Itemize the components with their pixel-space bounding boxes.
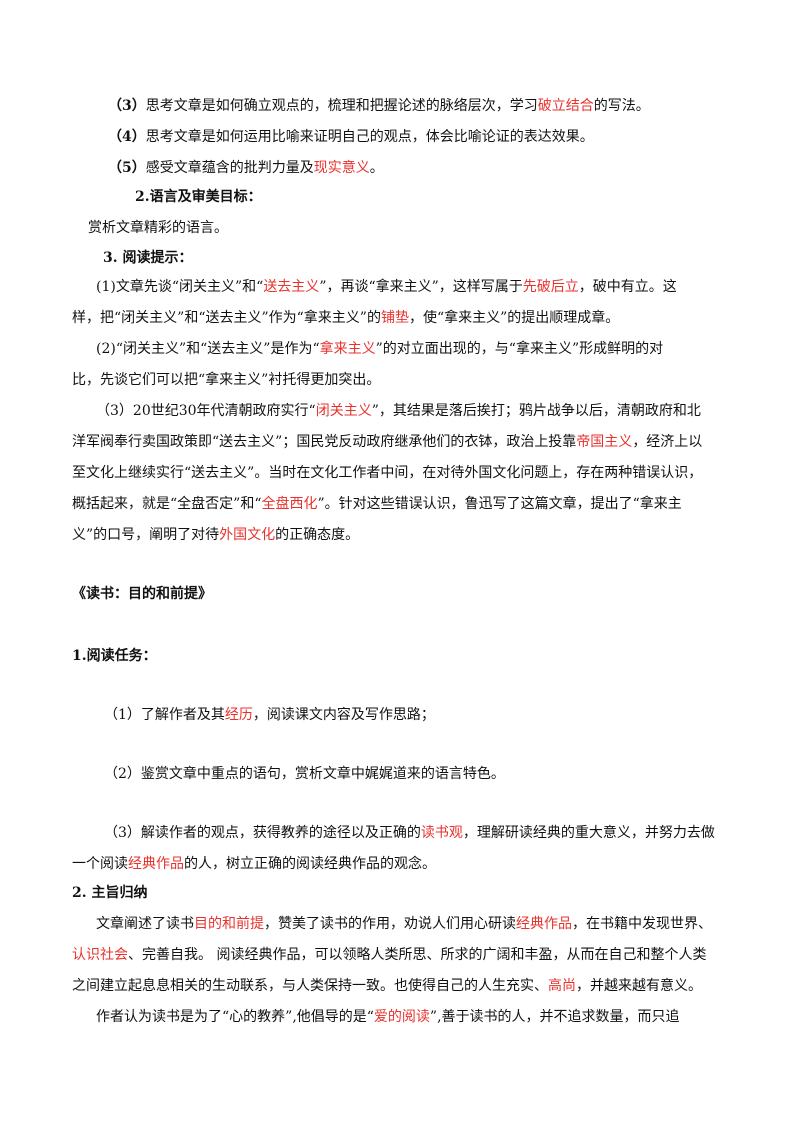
task-text: ，阅读课文内容及写作思路； [252, 707, 435, 723]
theme-line-3: 之间建立起息息相关的生动联系，与人类保持一致。也使得自己的人生充实、高尚，并越来… [72, 976, 702, 996]
task-text: 一个阅读 [72, 856, 128, 872]
theme-line-1: 文章阐述了读书目的和前提，赞美了读书的作用，劝说人们用心研读经典作品，在书籍中发… [96, 914, 712, 934]
highlight-text: 目的和前提 [194, 916, 264, 932]
tip-3-line-4: 概括起来，就是“全盘否定”和“全盘西化”。针对这些错误认识，鲁迅写了这篇文章，提… [72, 494, 682, 514]
tip-text: ”，其结果是落后挨打；鸦片战争以后，清朝政府和北 [371, 403, 701, 419]
theme-text: 作者认为读书是为了“心的教养”,他倡导的是“ [96, 1009, 374, 1025]
tip-text: 样，把“闭关主义”和“送去主义”作为“拿来主义”的 [72, 310, 381, 326]
task-item-3-line-1: （3）解读作者的观点，获得教养的途径以及正确的读书观，理解研读经典的重大意义，并… [104, 823, 715, 843]
highlight-text: 帝国主义 [576, 434, 633, 450]
tip-3-line-2: 洋军阀奉行卖国政策即“送去主义”；国民党反动政府继承他们的衣钵，政治上投靠帝国主… [72, 432, 702, 452]
item-text: 感受文章蕴含的批判力量及 [145, 160, 314, 176]
goal-2-text: 赏析文章精彩的语言。 [88, 220, 228, 236]
highlight-text: 送去主义 [263, 279, 320, 295]
theme-text: ”,善于读书的人，并不追求数量，而只追 [429, 1009, 680, 1025]
highlight-text: 全盘西化 [261, 496, 318, 512]
item-number: （5） [108, 160, 146, 176]
objective-item-5: （5）感受文章蕴含的批判力量及现实意义。 [108, 158, 384, 178]
highlight-text: 闭关主义 [315, 403, 372, 419]
theme-heading: 2. 主旨归纳 [72, 885, 148, 901]
reading-task-heading: 1.阅读任务： [72, 648, 157, 664]
tip-text: ”，再谈“拿来主义”，这样写属于 [319, 279, 523, 295]
theme-text: 、完善自我。 阅读经典作品，可以领略人类所思、所求的广阔和丰盈，从而在自己和整个… [128, 947, 707, 963]
tip-3-line-3: 至文化上继续实行“送去主义”。当时在文化工作者中间，在对待外国文化问题上，存在两… [72, 465, 703, 481]
tip-text: (2)“闭关主义”和“送去主义”是作为“ [96, 341, 320, 357]
tip-text: ”的对立面出现的，与“拿来主义”形成鲜明的对 [375, 341, 664, 357]
task-text: （3）解读作者的观点，获得教养的途径以及正确的 [104, 825, 421, 841]
tip-1-line-1: (1)文章先谈“闭关主义”和“送去主义”，再谈“拿来主义”，这样写属于先破后立，… [96, 277, 677, 297]
tip-text: 义”的口号，阐明了对待 [72, 527, 220, 543]
tip-text: ，使“拿来主义”的提出顺理成章。 [408, 310, 620, 326]
task-item-1: （1）了解作者及其经历，阅读课文内容及写作思路； [104, 705, 435, 725]
item-text: 。 [369, 160, 384, 176]
article-title: 《读书：目的和前提》 [72, 586, 212, 602]
tip-text: ，破中有立。这 [578, 279, 677, 295]
task-item-3-line-2: 一个阅读经典作品的人，树立正确的阅读经典作品的观念。 [72, 854, 436, 874]
item-number: （4） [108, 129, 146, 145]
tip-3-line-1: （3）20世纪30年代清朝政府实行“闭关主义”，其结果是落后挨打；鸦片战争以后，… [96, 401, 701, 421]
objective-item-4: （4）思考文章是如何运用比喻来证明自己的观点，体会比喻论证的表达效果。 [108, 127, 594, 147]
goal-2-heading: 2.语言及审美目标： [135, 189, 262, 205]
tip-text: 洋军阀奉行卖国政策即“送去主义”；国民党反动政府继承他们的衣钵，政治上投靠 [72, 434, 577, 450]
item-number: （3） [108, 98, 146, 114]
theme-line-4: 作者认为读书是为了“心的教养”,他倡导的是“爱的阅读”,善于读书的人，并不追求数… [96, 1007, 680, 1027]
theme-line-2: 认识社会、完善自我。 阅读经典作品，可以领略人类所思、所求的广阔和丰盈，从而在自… [72, 945, 706, 965]
task-text: 的人，树立正确的阅读经典作品的观念。 [184, 856, 436, 872]
highlight-text: 高尚 [548, 978, 576, 994]
highlight-text: 读书观 [420, 825, 463, 841]
highlight-text: 经典作品 [128, 856, 184, 872]
highlight-text: 外国文化 [219, 527, 276, 543]
tip-1-line-2: 样，把“闭关主义”和“送去主义”作为“拿来主义”的铺垫，使“拿来主义”的提出顺理… [72, 308, 619, 328]
tip-2-line-2: 比，先谈它们可以把“拿来主义”衬托得更加突出。 [72, 372, 381, 388]
highlight-text: 认识社会 [72, 947, 128, 963]
tip-text: ，经济上以 [632, 434, 703, 450]
item-text: 思考文章是如何运用比喻来证明自己的观点，体会比喻论证的表达效果。 [145, 129, 594, 145]
item-text: 思考文章是如何确立观点的，梳理和把握论述的脉络层次，学习 [145, 98, 538, 114]
theme-text: ，赞美了读书的作用，劝说人们用心研读 [264, 916, 516, 932]
highlight-text: 现实意义 [313, 160, 370, 176]
tip-text: （3）20世纪30年代清朝政府实行“ [96, 403, 316, 419]
highlight-text: 铺垫 [380, 310, 409, 326]
theme-text: ，在书籍中发现世界、 [572, 916, 712, 932]
item-text: 的写法。 [593, 98, 650, 114]
objective-item-3: （3）思考文章是如何确立观点的，梳理和把握论述的脉络层次，学习破立结合的写法。 [108, 96, 650, 116]
task-text: ，理解研读经典的重大意义，并努力去做 [462, 825, 715, 841]
highlight-text: 拿来主义 [319, 341, 376, 357]
highlight-text: 经历 [224, 707, 253, 723]
theme-text: ，并越来越有意义。 [576, 978, 702, 994]
highlight-text: 经典作品 [516, 916, 572, 932]
tip-2-line-1: (2)“闭关主义”和“送去主义”是作为“拿来主义”的对立面出现的，与“拿来主义”… [96, 339, 663, 359]
tip-text: 的正确态度。 [275, 527, 360, 543]
highlight-text: 先破后立 [522, 279, 579, 295]
tip-text: (1)文章先谈“闭关主义”和“ [96, 279, 264, 295]
task-item-2: （2）鉴赏文章中重点的语句，赏析文章中娓娓道来的语言特色。 [104, 766, 505, 782]
tip-3-line-5: 义”的口号，阐明了对待外国文化的正确态度。 [72, 525, 359, 545]
highlight-text: 爱的阅读 [373, 1009, 430, 1025]
tip-text: 概括起来，就是“全盘否定”和“ [72, 496, 262, 512]
theme-text: 文章阐述了读书 [96, 916, 194, 932]
task-text: （1）了解作者及其 [104, 707, 225, 723]
tip-text: ”。针对这些错误认识，鲁迅写了这篇文章，提出了“拿来主 [317, 496, 682, 512]
theme-text: 之间建立起息息相关的生动联系，与人类保持一致。也使得自己的人生充实、 [72, 978, 548, 994]
reading-tips-heading: 3. 阅读提示： [103, 250, 193, 266]
highlight-text: 破立结合 [537, 98, 594, 114]
